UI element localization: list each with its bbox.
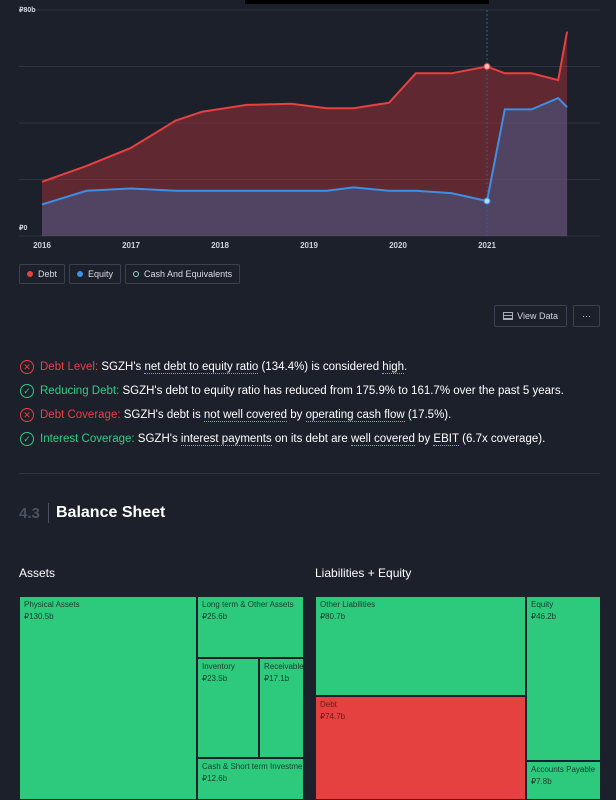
tile-value: ₽12.6b	[202, 774, 228, 783]
legend-debt-label: Debt	[38, 269, 58, 279]
legend-debt[interactable]: Debt	[19, 264, 66, 284]
check-text: SGZH's debt to equity ratio has reduced …	[119, 385, 564, 397]
assets-title: Assets	[19, 566, 56, 580]
debt-dot-icon	[27, 271, 33, 277]
check-text: (134.4%) is considered	[258, 361, 383, 373]
tile-name: Accounts Payable	[531, 765, 596, 774]
debt-checks-list: ✕ Debt Level: SGZH's net debt to equity …	[20, 355, 564, 451]
equity-dot-icon	[77, 271, 84, 277]
cross-icon: ✕	[20, 360, 34, 374]
cash-ring-icon	[133, 271, 140, 277]
check-text: .	[404, 361, 408, 373]
tile-cash-short-term[interactable]: Cash & Short term Investments ₽12.6b	[197, 758, 304, 800]
check-interest-coverage: ✓ Interest Coverage: SGZH's interest pay…	[20, 427, 564, 451]
check-icon: ✓	[20, 432, 34, 446]
section-title: Balance Sheet	[56, 504, 166, 521]
top-scroll-bar	[245, 0, 489, 4]
x-tick-label: 2021	[478, 241, 496, 250]
equity-area	[42, 98, 568, 236]
equity-hover-point	[483, 197, 491, 205]
tile-name: Cash & Short term Investments	[202, 762, 304, 771]
tile-value: ₽46.2b	[531, 612, 557, 621]
tile-accounts-payable[interactable]: Accounts Payable ₽7.8b	[526, 761, 601, 800]
check-label: Reducing Debt:	[40, 385, 120, 397]
table-icon	[503, 312, 514, 320]
check-text: (6.7x coverage).	[458, 433, 546, 445]
y-tick-label: ₽80b	[19, 6, 36, 14]
check-text: SGZH's	[98, 361, 145, 373]
x-tick-label: 2018	[211, 241, 229, 250]
view-data-button[interactable]: View Data	[494, 305, 567, 327]
legend-cash-label: Cash And Equivalents	[144, 269, 233, 279]
view-data-label: View Data	[517, 311, 558, 321]
legend-equity-label: Equity	[88, 269, 114, 279]
x-tick-label: 2020	[389, 241, 407, 250]
section-separator	[48, 503, 49, 523]
check-text: on its debt are	[271, 433, 351, 445]
debt-equity-history-chart: 2016 2017 2018 2019 2020 2021 ₽80b ₽0	[19, 6, 600, 250]
tile-physical-assets[interactable]: Physical Assets ₽130.5b	[19, 596, 197, 800]
more-icon: ···	[582, 311, 591, 321]
legend-equity[interactable]: Equity	[69, 264, 122, 284]
tile-name: Long term & Other Assets	[202, 600, 294, 609]
tile-equity[interactable]: Equity ₽46.2b	[526, 596, 601, 761]
tile-other-liabilities[interactable]: Other Liabilities ₽80.7b	[315, 596, 526, 696]
check-text: SGZH's debt is	[120, 409, 204, 421]
ebit-link[interactable]: EBIT	[433, 432, 459, 446]
check-debt-coverage: ✕ Debt Coverage: SGZH's debt is not well…	[20, 403, 564, 427]
operating-cash-flow-link[interactable]: operating cash flow	[305, 408, 405, 422]
tile-name: Inventory	[202, 662, 235, 671]
check-text: (17.5%).	[404, 409, 452, 421]
debt-area	[42, 31, 568, 236]
tile-value: ₽74.7b	[320, 712, 346, 721]
tile-value: ₽7.8b	[531, 777, 552, 786]
check-icon: ✓	[20, 384, 34, 398]
y-tick-label: ₽0	[19, 224, 27, 232]
check-reducing-debt: ✓ Reducing Debt: SGZH's debt to equity r…	[20, 379, 564, 403]
tile-value: ₽25.6b	[202, 612, 228, 621]
check-text: by	[414, 433, 434, 445]
check-label: Debt Level:	[40, 361, 99, 373]
check-debt-level: ✕ Debt Level: SGZH's net debt to equity …	[20, 355, 564, 379]
tile-name: Equity	[531, 600, 554, 609]
chart-legend: Debt Equity Cash And Equivalents	[19, 264, 241, 284]
tile-name: Other Liabilities	[320, 600, 376, 609]
section-number: 4.3	[19, 505, 40, 522]
check-label: Debt Coverage:	[40, 409, 121, 421]
interest-payments-link[interactable]: interest payments	[180, 432, 272, 446]
tile-inventory[interactable]: Inventory ₽23.5b	[197, 658, 259, 758]
check-text: SGZH's	[134, 433, 181, 445]
tile-name: Debt	[320, 700, 337, 709]
section-divider	[19, 473, 600, 474]
tile-debt[interactable]: Debt ₽74.7b	[315, 696, 526, 800]
tile-name: Physical Assets	[24, 600, 80, 609]
x-tick-label: 2016	[33, 241, 51, 250]
tile-value: ₽23.5b	[202, 674, 228, 683]
check-label: Interest Coverage:	[40, 433, 135, 445]
more-options-button[interactable]: ···	[573, 305, 600, 327]
legend-cash[interactable]: Cash And Equivalents	[125, 264, 241, 284]
equity-line	[41, 96, 568, 206]
x-tick-label: 2019	[300, 241, 318, 250]
high-link[interactable]: high	[382, 360, 405, 374]
tile-long-term-assets[interactable]: Long term & Other Assets ₽25.6b	[197, 596, 304, 658]
net-debt-to-equity-link[interactable]: net debt to equity ratio	[144, 360, 259, 374]
tile-value: ₽17.1b	[264, 674, 290, 683]
tile-value: ₽130.5b	[24, 612, 54, 621]
debt-hover-point	[483, 63, 491, 70]
x-tick-label: 2017	[122, 241, 140, 250]
tile-name: Receivables	[264, 662, 304, 671]
liabilities-equity-title: Liabilities + Equity	[315, 566, 412, 580]
tile-receivables[interactable]: Receivables ₽17.1b	[259, 658, 304, 758]
debt-line	[41, 31, 569, 183]
check-text: by	[287, 409, 306, 421]
tile-value: ₽80.7b	[320, 612, 346, 621]
not-well-covered-link[interactable]: not well covered	[203, 408, 288, 422]
well-covered-link[interactable]: well covered	[350, 432, 415, 446]
cross-icon: ✕	[20, 408, 34, 422]
